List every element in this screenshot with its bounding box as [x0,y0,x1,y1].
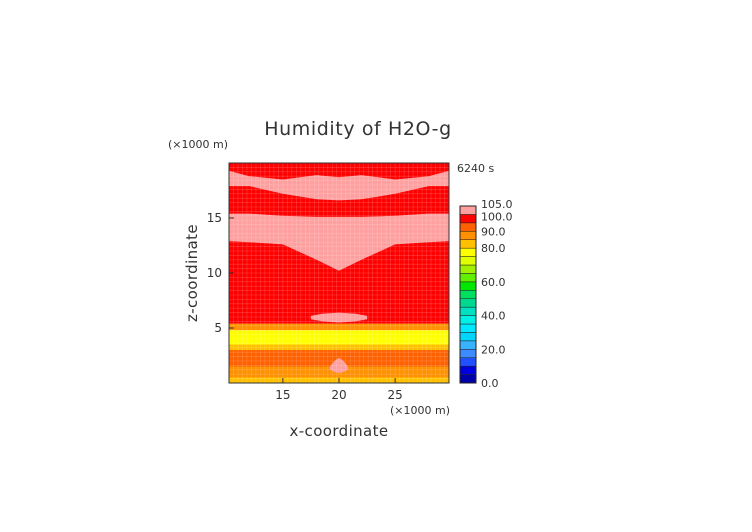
colorbar-swatch [459,323,477,333]
colorbar-swatch [459,222,477,232]
colorbar-swatch [459,340,477,350]
y-tick-label: 5 [214,321,222,335]
x-tick-label: 15 [275,388,290,402]
colorbar-swatch [459,365,477,375]
colorbar-swatch [459,332,477,342]
colorbar-tick-label: 60.0 [481,276,506,289]
colorbar-swatch [459,264,477,274]
x-axis-title: x-coordinate [289,422,388,440]
y-tick-label: 15 [207,211,222,225]
colorbar-swatch [459,306,477,316]
colorbar-swatch [459,273,477,283]
colorbar-tick-label: 105.0 [481,198,513,211]
humidity-band [229,323,449,331]
colorbar-swatch [459,205,477,215]
saturated-zone [310,312,368,323]
colorbar-frame [459,205,477,384]
colorbar-tick-label: 40.0 [481,310,506,323]
humidity-band [229,330,449,345]
colorbar-swatch [459,290,477,299]
x-unit-label: (×1000 m) [390,404,450,417]
colorbar-swatch [459,256,477,266]
saturated-zone [229,213,449,271]
colorbar-swatch [459,349,477,358]
colorbar-swatch [459,357,477,367]
grid-lines [229,162,450,383]
colorbar-swatch [459,374,477,384]
colorbar-swatch [459,214,477,224]
saturated-zones [229,170,449,374]
colorbar-tick-label: 80.0 [481,242,506,255]
colorbar-tick-label: 100.0 [481,210,513,223]
y-axis-ticks: 5 10 15 [207,211,234,335]
plot-area [228,162,450,384]
humidity-band [229,344,449,350]
saturated-zone [229,170,449,201]
colorbar-swatch [459,298,477,308]
colorbar-swatch [459,281,477,291]
colorbar-tick-label: 90.0 [481,225,506,238]
colorbar-swatch [459,315,477,325]
chart-title: Humidity of H2O-g [264,118,452,140]
saturated-zone [330,357,348,374]
colorbar-swatch [459,231,477,240]
y-unit-label: (×1000 m) [168,138,228,151]
y-axis-title: z-coordinate [183,224,201,322]
colorbar-tick-label: 0.0 [481,377,499,390]
x-tick-label: 25 [387,388,402,402]
colorbar-swatch [459,239,477,249]
x-axis-ticks: 15 20 25 [275,378,403,402]
colorbar-swatch [459,247,477,257]
y-tick-label: 10 [207,266,222,280]
x-tick-label: 20 [331,388,346,402]
colorbar-tick-label: 20.0 [481,343,506,356]
time-label: 6240 s [457,162,494,175]
